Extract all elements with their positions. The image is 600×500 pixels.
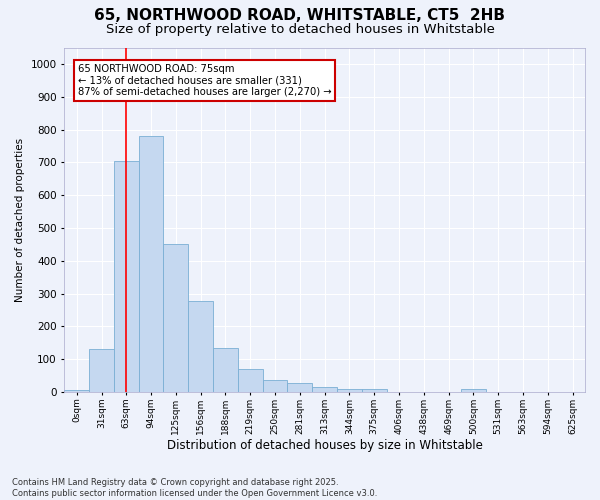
Bar [163, 244, 188, 392]
X-axis label: Distribution of detached houses by size in Whitstable: Distribution of detached houses by size … [167, 440, 482, 452]
Bar [362, 390, 386, 392]
Bar [213, 348, 238, 392]
Bar [64, 390, 89, 392]
Bar [312, 387, 337, 392]
Text: 65, NORTHWOOD ROAD, WHITSTABLE, CT5  2HB: 65, NORTHWOOD ROAD, WHITSTABLE, CT5 2HB [95, 8, 505, 22]
Bar [139, 136, 163, 392]
Bar [89, 350, 114, 392]
Bar [287, 384, 312, 392]
Bar [263, 380, 287, 392]
Bar [114, 160, 139, 392]
Bar [188, 301, 213, 392]
Bar [461, 390, 486, 392]
Text: Contains HM Land Registry data © Crown copyright and database right 2025.
Contai: Contains HM Land Registry data © Crown c… [12, 478, 377, 498]
Text: Size of property relative to detached houses in Whitstable: Size of property relative to detached ho… [106, 22, 494, 36]
Text: 65 NORTHWOOD ROAD: 75sqm
← 13% of detached houses are smaller (331)
87% of semi-: 65 NORTHWOOD ROAD: 75sqm ← 13% of detach… [78, 64, 332, 97]
Y-axis label: Number of detached properties: Number of detached properties [15, 138, 25, 302]
Bar [337, 388, 362, 392]
Bar [238, 369, 263, 392]
